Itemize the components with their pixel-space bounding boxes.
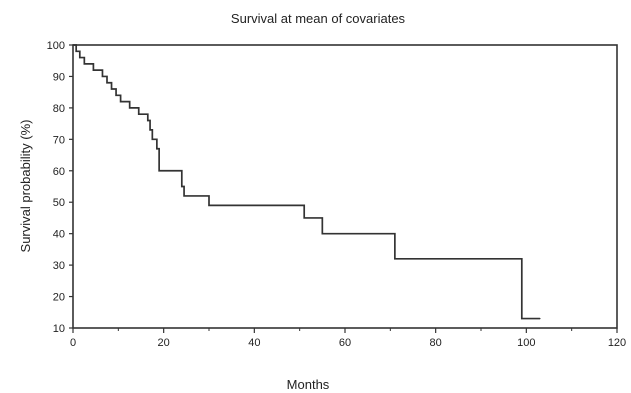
survival-point bbox=[208, 204, 210, 206]
y-tick-label: 40 bbox=[53, 229, 65, 241]
x-axis-label: Months bbox=[287, 377, 330, 392]
y-tick-label: 60 bbox=[53, 166, 65, 178]
survival-point bbox=[75, 50, 77, 52]
survival-curve bbox=[73, 44, 540, 320]
y-tick-label: 90 bbox=[53, 71, 65, 83]
y-tick-label: 10 bbox=[53, 323, 65, 335]
survival-point bbox=[151, 138, 153, 140]
survival-point bbox=[79, 56, 81, 59]
survival-point bbox=[83, 63, 85, 65]
survival-point bbox=[394, 258, 396, 260]
survival-point bbox=[120, 101, 122, 103]
x-axis-ticks: 0 20 40 60 80 100 120 bbox=[70, 328, 626, 349]
survival-point bbox=[158, 170, 160, 172]
survival-point bbox=[138, 113, 140, 115]
survival-point bbox=[92, 69, 94, 71]
y-tick-label: 80 bbox=[53, 103, 65, 115]
y-tick-label: 30 bbox=[53, 260, 65, 272]
x-tick-label: 80 bbox=[430, 337, 442, 349]
x-tick-label: 0 bbox=[70, 337, 76, 349]
y-tick-label: 70 bbox=[53, 134, 65, 146]
y-tick-label: 100 bbox=[47, 40, 65, 52]
survival-point bbox=[149, 129, 151, 131]
survival-point bbox=[72, 44, 74, 46]
survival-point bbox=[106, 82, 108, 84]
survival-point bbox=[321, 233, 323, 235]
y-axis-label: Survival probability (%) bbox=[18, 120, 33, 253]
survival-point bbox=[110, 88, 113, 90]
survival-point bbox=[181, 185, 183, 188]
y-tick-label: 50 bbox=[53, 197, 65, 209]
survival-point bbox=[521, 317, 523, 320]
survival-series bbox=[72, 44, 541, 320]
x-tick-label: 100 bbox=[517, 337, 535, 349]
survival-point bbox=[539, 317, 541, 320]
survival-point bbox=[183, 195, 185, 197]
x-tick-label: 120 bbox=[608, 337, 626, 349]
y-axis-ticks: 10 20 30 40 50 60 70 80 90 100 bbox=[47, 40, 73, 335]
chart-title: Survival at mean of covariates bbox=[231, 11, 406, 26]
survival-point bbox=[303, 217, 305, 219]
survival-point bbox=[101, 75, 104, 78]
survival-point bbox=[156, 148, 158, 150]
x-tick-label: 40 bbox=[248, 337, 260, 349]
survival-point bbox=[147, 119, 149, 122]
survival-point bbox=[115, 94, 117, 96]
survival-point bbox=[129, 107, 131, 109]
plot-frame bbox=[72, 44, 618, 329]
x-tick-label: 20 bbox=[158, 337, 170, 349]
y-tick-label: 20 bbox=[53, 292, 65, 304]
x-tick-label: 60 bbox=[339, 337, 351, 349]
